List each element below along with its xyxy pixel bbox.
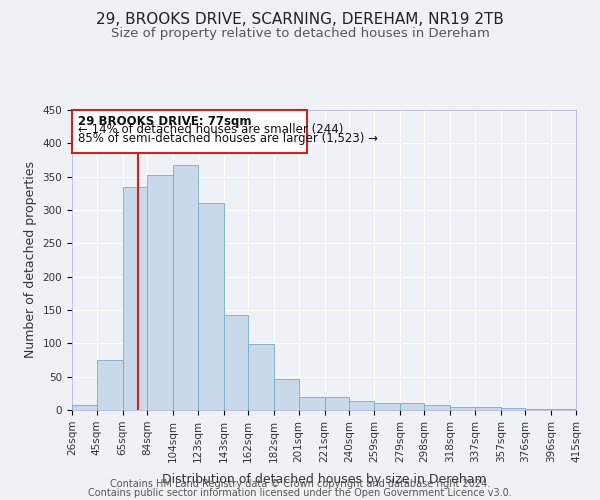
- Text: Distribution of detached houses by size in Dereham: Distribution of detached houses by size …: [161, 474, 487, 486]
- Bar: [451, 406, 475, 410]
- Bar: [97, 360, 122, 410]
- Bar: [501, 408, 526, 410]
- Bar: [197, 204, 224, 410]
- Bar: [400, 404, 424, 410]
- Bar: [122, 186, 147, 410]
- Text: Size of property relative to detached houses in Dereham: Size of property relative to detached ho…: [110, 28, 490, 40]
- FancyBboxPatch shape: [72, 110, 307, 154]
- Bar: [424, 406, 451, 410]
- Text: Contains HM Land Registry data © Crown copyright and database right 2024.: Contains HM Land Registry data © Crown c…: [110, 479, 490, 489]
- Bar: [325, 396, 349, 410]
- Y-axis label: Number of detached properties: Number of detached properties: [24, 162, 37, 358]
- Bar: [173, 164, 197, 410]
- Text: Contains public sector information licensed under the Open Government Licence v3: Contains public sector information licen…: [88, 488, 512, 498]
- Text: 85% of semi-detached houses are larger (1,523) →: 85% of semi-detached houses are larger (…: [79, 132, 379, 145]
- Bar: [374, 402, 400, 410]
- Bar: [274, 380, 299, 410]
- Bar: [349, 402, 374, 410]
- Bar: [147, 174, 173, 410]
- Bar: [224, 314, 248, 410]
- Bar: [72, 406, 97, 410]
- Text: 29, BROOKS DRIVE, SCARNING, DEREHAM, NR19 2TB: 29, BROOKS DRIVE, SCARNING, DEREHAM, NR1…: [96, 12, 504, 28]
- Text: ← 14% of detached houses are smaller (244): ← 14% of detached houses are smaller (24…: [79, 124, 344, 136]
- Bar: [248, 344, 274, 410]
- Bar: [299, 396, 325, 410]
- Bar: [475, 408, 501, 410]
- Text: 29 BROOKS DRIVE: 77sqm: 29 BROOKS DRIVE: 77sqm: [79, 114, 252, 128]
